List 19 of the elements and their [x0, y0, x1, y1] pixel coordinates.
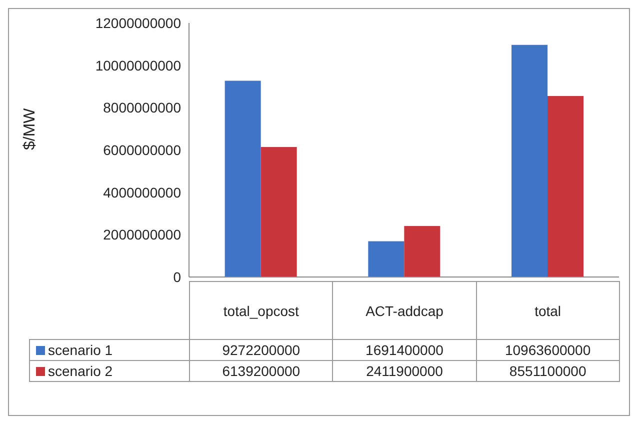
y-tick-label: 10000000000: [95, 57, 182, 74]
data-label: 1691400000: [332, 340, 476, 360]
y-axis-title: $/MW: [22, 107, 39, 150]
data-label: 9272200000: [190, 340, 333, 360]
y-tick-label: 0: [173, 268, 182, 285]
data-label: 6139200000: [190, 360, 333, 382]
y-tick-label: 8000000000: [103, 100, 182, 116]
y-tick-label: 6000000000: [103, 142, 182, 158]
data-label: 10963600000: [476, 340, 620, 360]
legend-label: scenario 1: [30, 340, 190, 360]
data-label: 2411900000: [332, 360, 476, 382]
y-tick-label: 12000000000: [95, 14, 182, 31]
x-tick-label: ACT-addcap: [332, 282, 476, 340]
x-tick-label: total: [476, 282, 620, 340]
x-tick-label: total_opcost: [190, 282, 333, 340]
y-tick-label: 4000000000: [103, 184, 182, 200]
data-label: 8551100000: [476, 360, 620, 382]
legend-label: scenario 2: [30, 360, 190, 382]
y-tick-label: 2000000000: [103, 226, 182, 243]
